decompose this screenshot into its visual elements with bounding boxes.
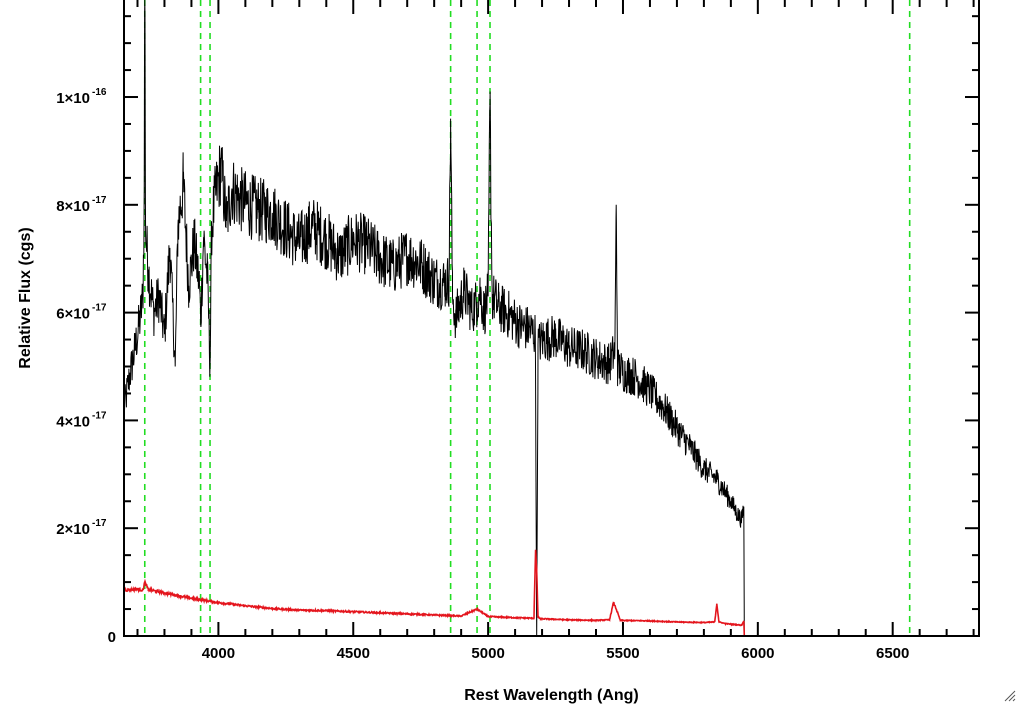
y-tick-label: 1×10 bbox=[56, 90, 90, 107]
x-tick-label: 4000 bbox=[202, 645, 235, 662]
flux-series-line bbox=[123, 0, 979, 637]
x-tick-label: 5000 bbox=[471, 645, 504, 662]
series-layer bbox=[123, 0, 979, 637]
x-tick-label: 6500 bbox=[876, 645, 909, 662]
x-tick-label: 4500 bbox=[337, 645, 370, 662]
y-axis-title: Relative Flux (cgs) bbox=[17, 227, 34, 368]
resize-grip-icon[interactable] bbox=[1004, 690, 1016, 702]
y-tick-exponent: -17 bbox=[92, 303, 107, 314]
y-tick-label: 6×10 bbox=[56, 306, 90, 323]
x-tick-label: 6000 bbox=[741, 645, 774, 662]
y-tick-exponent: -16 bbox=[92, 87, 107, 98]
error-series-line bbox=[123, 549, 979, 637]
y-tick-label: 4×10 bbox=[56, 413, 90, 430]
y-tick-label: 0 bbox=[108, 629, 116, 646]
plot-frame bbox=[123, 0, 980, 637]
y-tick-exponent: -17 bbox=[92, 518, 107, 529]
y-tick-exponent: -17 bbox=[92, 410, 107, 421]
y-tick-label: 8×10 bbox=[56, 198, 90, 215]
x-axis-title: Rest Wavelength (Ang) bbox=[464, 687, 639, 704]
y-tick-label: 2×10 bbox=[56, 521, 90, 538]
reference-lines bbox=[143, 0, 911, 636]
x-tick-label: 5500 bbox=[606, 645, 639, 662]
y-tick-exponent: -17 bbox=[92, 195, 107, 206]
